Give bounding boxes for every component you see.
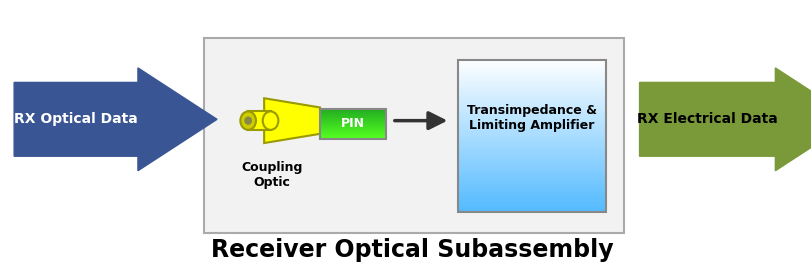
Bar: [320, 109, 385, 139]
Bar: [320, 123, 385, 124]
Bar: [320, 125, 385, 126]
Bar: [320, 114, 385, 116]
Ellipse shape: [240, 111, 255, 130]
Ellipse shape: [244, 117, 251, 125]
Bar: [457, 75, 605, 78]
Bar: [457, 130, 605, 133]
Bar: [457, 208, 605, 211]
Bar: [457, 66, 605, 69]
Bar: [457, 81, 605, 84]
Bar: [320, 126, 385, 127]
Bar: [457, 205, 605, 209]
Ellipse shape: [263, 111, 278, 130]
Bar: [457, 90, 605, 93]
Bar: [457, 178, 605, 181]
Bar: [457, 145, 605, 148]
Bar: [320, 137, 385, 138]
Bar: [320, 108, 385, 110]
Polygon shape: [264, 98, 320, 143]
Bar: [457, 196, 605, 200]
Bar: [457, 120, 605, 124]
Bar: [320, 112, 385, 113]
Text: Receiver Optical Subassembly: Receiver Optical Subassembly: [210, 238, 612, 262]
Bar: [320, 116, 385, 117]
Bar: [248, 111, 270, 130]
Bar: [204, 38, 623, 233]
Bar: [457, 169, 605, 172]
Bar: [457, 157, 605, 160]
Bar: [457, 114, 605, 118]
Bar: [457, 72, 605, 75]
Text: PIN: PIN: [341, 117, 364, 130]
Bar: [457, 181, 605, 184]
Bar: [320, 134, 385, 135]
Bar: [457, 193, 605, 196]
Bar: [457, 148, 605, 151]
Bar: [320, 117, 385, 118]
Bar: [320, 111, 385, 112]
Bar: [457, 132, 605, 136]
Text: RX Electrical Data: RX Electrical Data: [637, 112, 777, 126]
Bar: [457, 202, 605, 206]
Bar: [320, 114, 385, 115]
Bar: [320, 122, 385, 123]
Bar: [320, 120, 385, 121]
Bar: [320, 121, 385, 122]
Bar: [320, 109, 385, 111]
Bar: [320, 131, 385, 132]
Bar: [320, 138, 385, 139]
Bar: [457, 163, 605, 166]
Bar: [320, 128, 385, 129]
Bar: [457, 105, 605, 108]
Bar: [320, 129, 385, 130]
Bar: [320, 135, 385, 136]
Bar: [320, 118, 385, 119]
Bar: [457, 166, 605, 169]
Bar: [320, 113, 385, 114]
Bar: [457, 108, 605, 112]
Bar: [457, 199, 605, 202]
Bar: [457, 187, 605, 190]
Bar: [457, 135, 605, 139]
Text: Transimpedance &
Limiting Amplifier: Transimpedance & Limiting Amplifier: [466, 104, 596, 132]
Bar: [457, 139, 605, 142]
Bar: [457, 190, 605, 193]
Bar: [320, 130, 385, 131]
Bar: [320, 119, 385, 120]
Bar: [457, 142, 605, 145]
Bar: [457, 123, 605, 127]
Bar: [457, 87, 605, 90]
Bar: [457, 111, 605, 114]
Bar: [457, 175, 605, 178]
Bar: [457, 78, 605, 81]
Bar: [457, 60, 605, 211]
Bar: [320, 132, 385, 133]
Bar: [457, 84, 605, 87]
Bar: [457, 96, 605, 99]
Bar: [457, 172, 605, 175]
Bar: [457, 117, 605, 121]
Bar: [457, 151, 605, 154]
Text: RX Optical Data: RX Optical Data: [14, 112, 138, 126]
Bar: [457, 154, 605, 157]
Bar: [320, 136, 385, 137]
Bar: [457, 184, 605, 187]
Bar: [457, 69, 605, 72]
Polygon shape: [639, 68, 811, 171]
Bar: [457, 160, 605, 163]
Bar: [457, 102, 605, 105]
Bar: [457, 126, 605, 130]
Bar: [457, 93, 605, 96]
Bar: [320, 133, 385, 134]
Bar: [457, 63, 605, 66]
Bar: [320, 124, 385, 125]
Polygon shape: [14, 68, 217, 171]
Bar: [457, 60, 605, 63]
Text: Coupling
Optic: Coupling Optic: [241, 161, 303, 189]
Bar: [320, 127, 385, 128]
Bar: [457, 99, 605, 103]
